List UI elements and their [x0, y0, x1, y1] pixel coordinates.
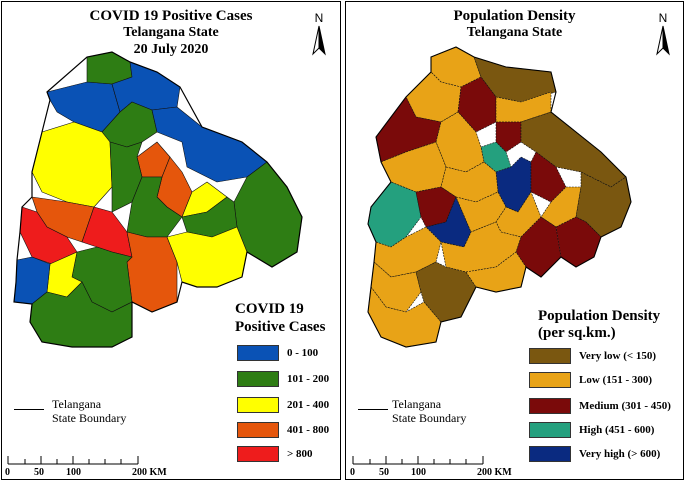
legend-subtitle: Positive Cases	[235, 319, 326, 335]
legend-swatch	[529, 398, 571, 414]
legend-item: 0 - 100	[237, 345, 318, 361]
legend-item: > 800	[237, 446, 313, 462]
legend-swatch	[237, 397, 279, 413]
district-region	[31, 121, 113, 208]
scale-tick-label: 50	[379, 467, 389, 478]
legend-swatch	[529, 422, 571, 438]
legend-swatch	[237, 371, 279, 387]
scale-tick-label: 200 KM	[132, 467, 167, 478]
district-region	[495, 156, 532, 213]
legend-label: 101 - 200	[287, 373, 330, 385]
legend-swatch	[237, 422, 279, 438]
boundary-label-line1: Telangana	[52, 397, 102, 411]
legend-label: 0 - 100	[287, 347, 319, 359]
district-region	[495, 121, 522, 153]
north-arrow-icon: N	[312, 11, 326, 56]
density-map-panel: Population Density Telangana State N	[345, 1, 684, 480]
boundary-label-line1: Telangana	[392, 397, 442, 411]
district-region	[166, 226, 248, 288]
map-title: COVID 19 Positive Cases	[89, 8, 253, 24]
boundary-line-symbol	[358, 409, 388, 410]
scale-tick-label: 100	[411, 467, 426, 478]
svg-text:N: N	[659, 11, 668, 25]
boundary-label-line2: State Boundary	[392, 411, 467, 425]
legend-label: > 800	[287, 448, 313, 460]
covid-map-panel: COVID 19 Positive Cases Telangana State …	[1, 1, 341, 480]
legend-label: Very low (< 150)	[579, 350, 657, 362]
legend-title: COVID 19	[235, 301, 304, 317]
legend-item: High (451 - 600)	[529, 422, 654, 438]
boundary-line-symbol	[14, 409, 44, 410]
scale-tick-label: 0	[5, 467, 10, 478]
district-region	[495, 191, 542, 238]
svg-text:N: N	[315, 11, 324, 25]
legend-label: 401 - 800	[287, 424, 330, 436]
map-date: 20 July 2020	[133, 42, 209, 57]
legend-item: 101 - 200	[237, 371, 329, 387]
legend-label: 201 - 400	[287, 399, 330, 411]
legend-item: Low (151 - 300)	[529, 372, 652, 388]
district-region	[440, 221, 522, 273]
scale-bar	[352, 456, 484, 465]
north-arrow-icon: N	[656, 11, 670, 56]
scale-tick-label: 0	[350, 467, 355, 478]
scale-tick-label: 200 KM	[477, 467, 512, 478]
legend-label: Medium (301 - 450)	[579, 400, 671, 412]
legend-item: Very low (< 150)	[529, 348, 656, 364]
scale-bar	[7, 456, 139, 465]
legend-item: Very high (> 600)	[529, 446, 660, 462]
legend-swatch	[237, 446, 279, 462]
legend-label: Very high (> 600)	[579, 448, 661, 460]
legend-label: Low (151 - 300)	[579, 374, 653, 386]
legend-item: 401 - 800	[237, 422, 329, 438]
legend-subtitle: (per sq.km.)	[538, 325, 616, 341]
density-district-map	[367, 46, 632, 348]
covid-district-map	[13, 51, 303, 348]
legend-swatch	[529, 372, 571, 388]
map-subtitle: Telangana State	[123, 25, 219, 40]
legend-title: Population Density	[538, 308, 661, 324]
boundary-label-line2: State Boundary	[52, 411, 127, 425]
legend-swatch	[529, 446, 571, 462]
scale-tick-label: 50	[34, 467, 44, 478]
legend-item: Medium (301 - 450)	[529, 398, 671, 414]
map-subtitle: Telangana State	[466, 25, 563, 40]
scale-tick-label: 100	[66, 467, 81, 478]
legend-item: 201 - 400	[237, 397, 329, 413]
legend-swatch	[529, 348, 571, 364]
legend-swatch	[237, 345, 279, 361]
map-title: Population Density	[453, 8, 576, 24]
legend-label: High (451 - 600)	[579, 424, 655, 436]
